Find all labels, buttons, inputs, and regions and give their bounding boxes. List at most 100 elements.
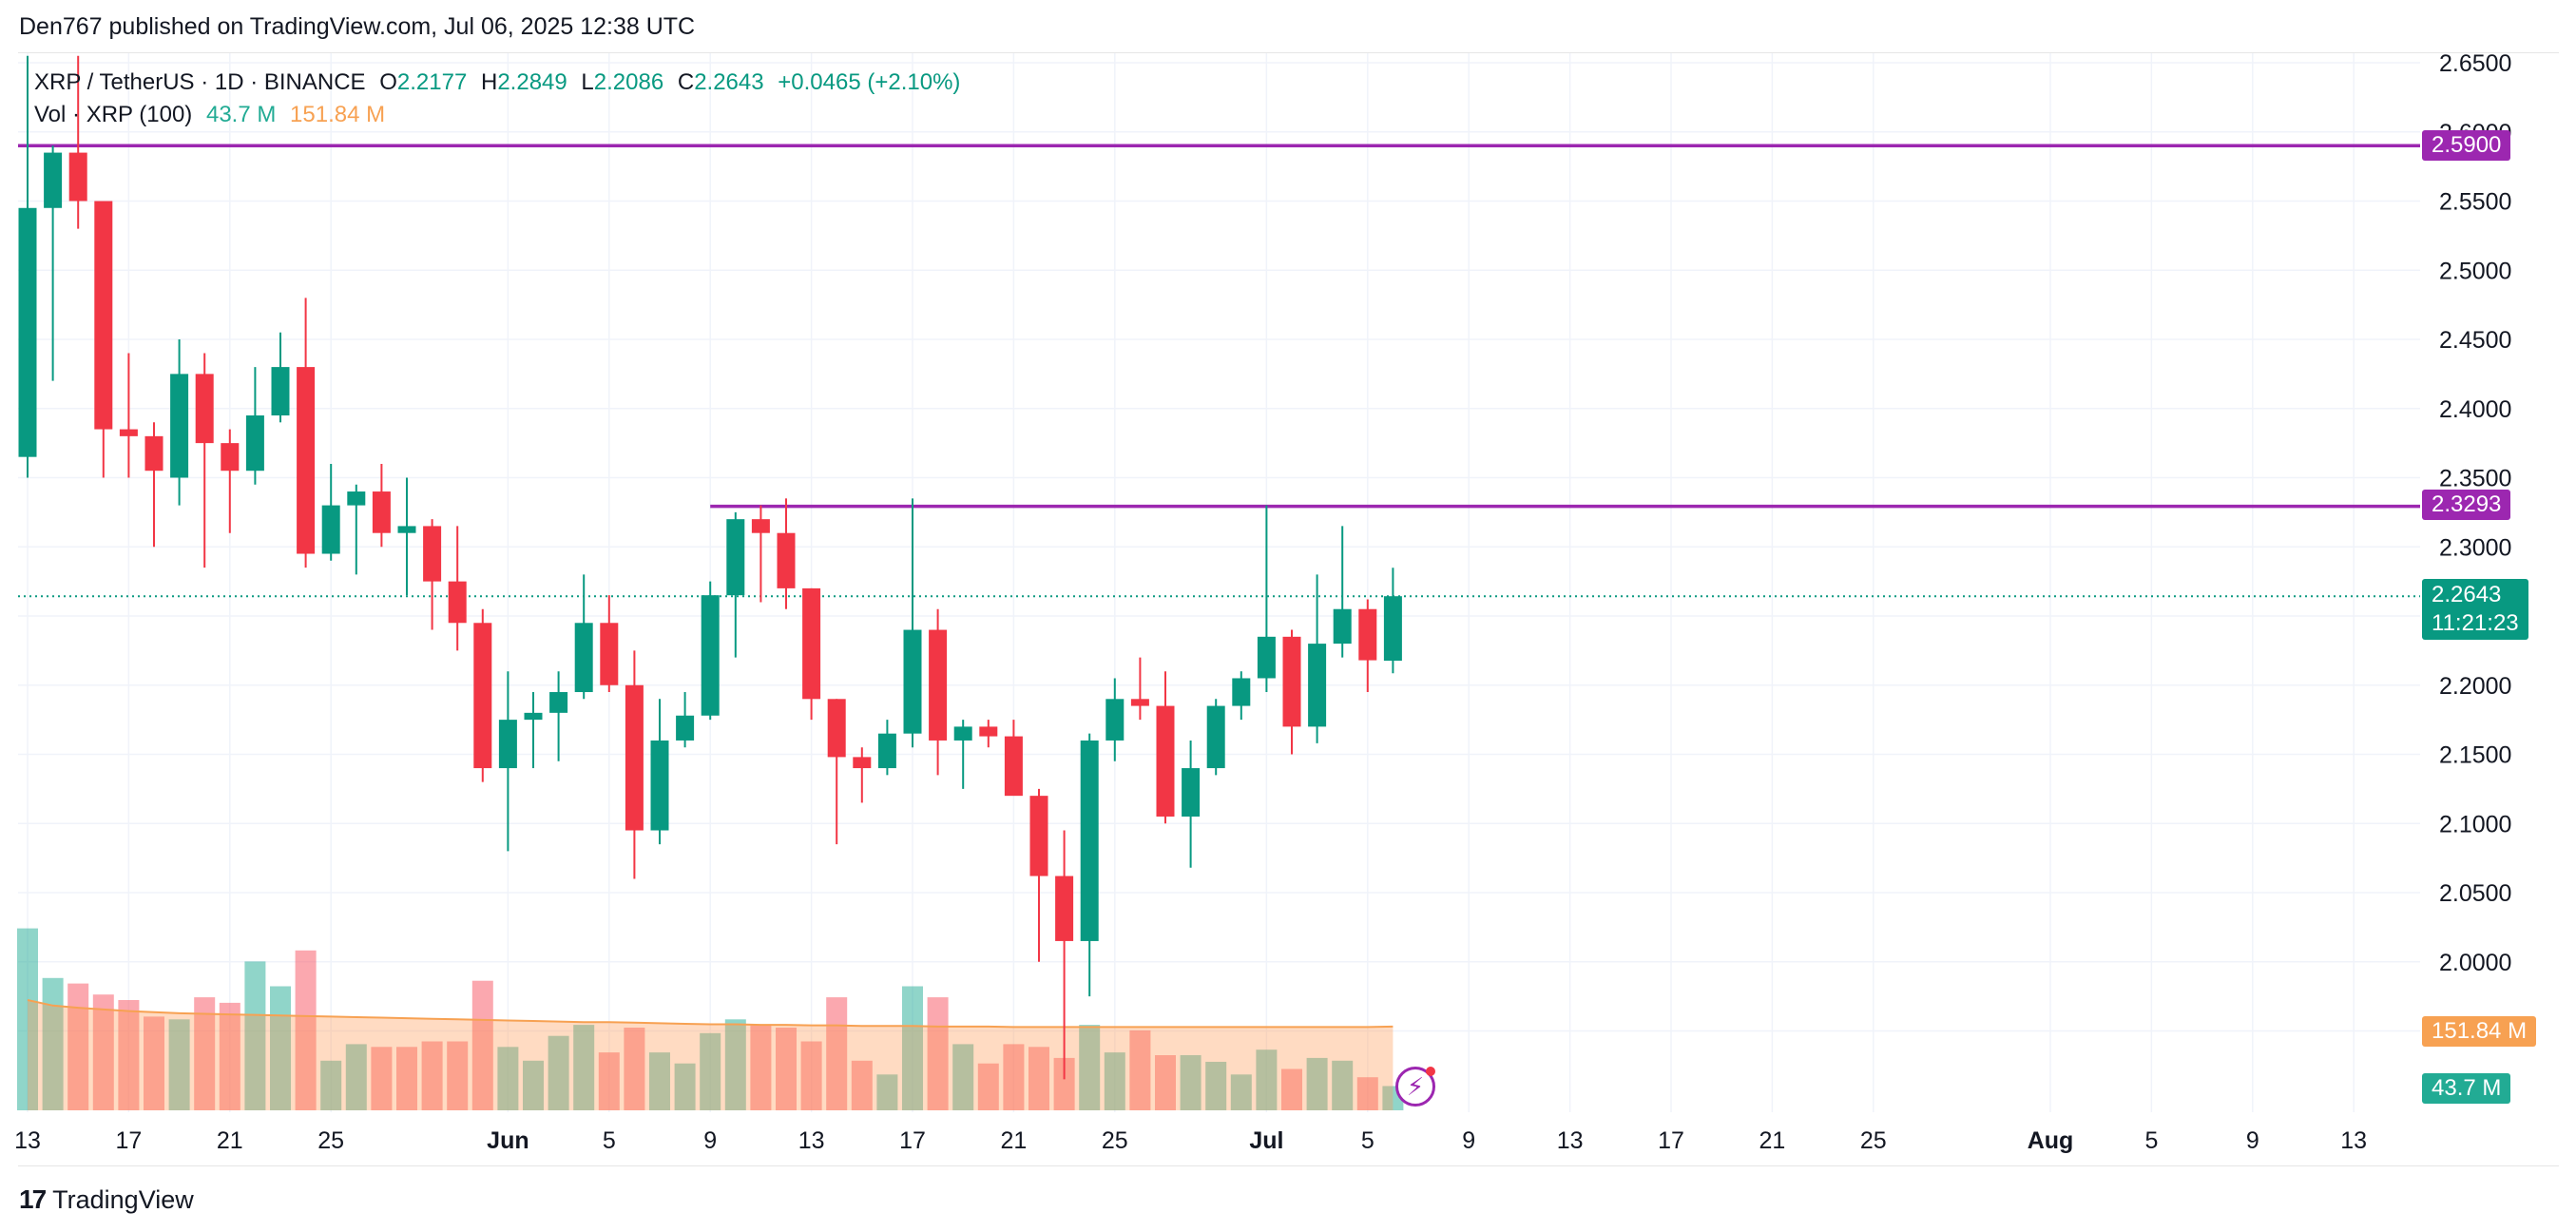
volume-bar — [497, 1047, 519, 1110]
candle-body — [372, 491, 391, 533]
x-tick-label: 9 — [703, 1127, 717, 1154]
candle-body — [245, 415, 264, 472]
candle-body — [144, 435, 163, 472]
symbol-label[interactable]: XRP / TetherUS · 1D · BINANCE — [34, 69, 366, 95]
x-tick-label: 17 — [1658, 1127, 1684, 1154]
volume-bar — [1205, 1061, 1227, 1110]
low-value: L2.2086 — [581, 69, 664, 95]
y-tick-label: 2.1500 — [2439, 742, 2511, 769]
x-tick-label: 5 — [603, 1127, 616, 1154]
candle-body — [68, 152, 87, 202]
candle-body — [549, 692, 568, 713]
x-tick-label: 17 — [115, 1127, 142, 1154]
candle-body — [321, 505, 340, 554]
x-tick-label: Jul — [1249, 1127, 1283, 1154]
volume-label[interactable]: Vol · XRP (100) — [34, 102, 193, 127]
x-tick-label: 5 — [2144, 1127, 2158, 1154]
volume-bar — [523, 1060, 544, 1110]
volume-bar — [244, 961, 266, 1110]
candle-body — [1333, 608, 1352, 645]
candle-body — [1004, 736, 1023, 797]
candle-body — [1029, 796, 1048, 876]
candle-body — [1232, 678, 1251, 706]
y-tick-label: 2.5000 — [2439, 258, 2511, 284]
candle-body — [574, 623, 593, 693]
volume-bar — [851, 1060, 873, 1110]
candle-body — [271, 367, 290, 416]
chart-frame[interactable] — [18, 52, 2559, 1166]
volume-bar — [471, 980, 493, 1110]
volume-bar — [295, 950, 317, 1110]
volume-bar — [624, 1028, 645, 1110]
volume-bar — [902, 986, 923, 1110]
x-tick-label: 25 — [1102, 1127, 1128, 1154]
volume-row: Vol · XRP (100) 43.7 M 151.84 M — [34, 99, 968, 131]
chart-legend: XRP / TetherUS · 1D · BINANCE O2.2177 H2… — [34, 67, 968, 131]
volume-bar — [17, 928, 38, 1110]
volume-bar — [219, 1002, 240, 1110]
candle-body — [1182, 768, 1201, 817]
volume-bar — [649, 1052, 670, 1110]
volume-bar — [876, 1074, 898, 1110]
volume-bar — [674, 1063, 696, 1110]
volume-bar — [750, 1025, 772, 1110]
candle-body — [1308, 644, 1327, 727]
volume-bar — [700, 1032, 721, 1110]
candle-body — [676, 715, 695, 741]
x-tick-label: 21 — [217, 1127, 243, 1154]
brand-name: TradingView — [52, 1184, 194, 1214]
y-tick-label: 2.0500 — [2439, 880, 2511, 907]
volume-bar — [1332, 1060, 1354, 1110]
publish-info: Den767 published on TradingView.com, Jul… — [19, 13, 696, 40]
y-tick-label: 2.5500 — [2439, 189, 2511, 216]
y-tick-label: 2.4500 — [2439, 327, 2511, 354]
tradingview-brand[interactable]: 17 TradingView — [19, 1184, 194, 1215]
candle-body — [1383, 596, 1402, 661]
candle-body — [524, 712, 543, 721]
volume-bar — [1281, 1068, 1302, 1110]
candle-body — [347, 491, 366, 506]
volume-bar — [168, 1019, 190, 1110]
x-tick-label: Aug — [2028, 1127, 2074, 1154]
candle-body — [1206, 705, 1225, 769]
volume-ma-tag: 151.84 M — [2422, 1016, 2537, 1047]
candle-body — [297, 367, 316, 554]
y-tick-label: 2.2000 — [2439, 673, 2511, 700]
volume-bar — [1306, 1057, 1328, 1110]
volume-bar — [447, 1041, 469, 1110]
candle-body — [1080, 740, 1099, 941]
volume-ma-line — [27, 999, 1394, 1029]
candle-body — [827, 699, 846, 758]
x-tick-label: 13 — [798, 1127, 825, 1154]
candle-body — [1358, 608, 1377, 661]
open-value: O2.2177 — [379, 69, 468, 95]
x-tick-label: Jun — [487, 1127, 529, 1154]
volume-bar — [1256, 1049, 1278, 1110]
x-tick-label: 21 — [1759, 1127, 1785, 1154]
candle-body — [1055, 876, 1074, 941]
volume-bar — [1356, 1077, 1378, 1110]
candle-body — [625, 684, 644, 831]
change-value: +0.0465 (+2.10%) — [778, 69, 961, 95]
volume-bar — [548, 1035, 569, 1110]
level-2590-tag: 2.5900 — [2422, 130, 2511, 161]
candle-body — [1257, 636, 1276, 679]
volume-bar — [194, 997, 216, 1110]
candle-body — [726, 519, 745, 596]
candle-body — [18, 207, 37, 457]
candle-body — [1130, 699, 1149, 706]
candle-body — [498, 720, 517, 769]
volume-bar — [724, 1019, 746, 1110]
volume-value: 43.7 M — [205, 102, 277, 127]
candle-body — [119, 429, 138, 436]
volume-bar — [345, 1044, 367, 1110]
candle-body — [777, 532, 796, 588]
volume-bar — [144, 1016, 164, 1110]
y-tick-label: 2.3000 — [2439, 534, 2511, 561]
candle-body — [195, 374, 214, 444]
y-tick-label: 2.1000 — [2439, 811, 2511, 837]
candle-body — [802, 587, 821, 700]
ohlc-row: XRP / TetherUS · 1D · BINANCE O2.2177 H2… — [34, 67, 968, 99]
volume-bar — [800, 1041, 822, 1110]
